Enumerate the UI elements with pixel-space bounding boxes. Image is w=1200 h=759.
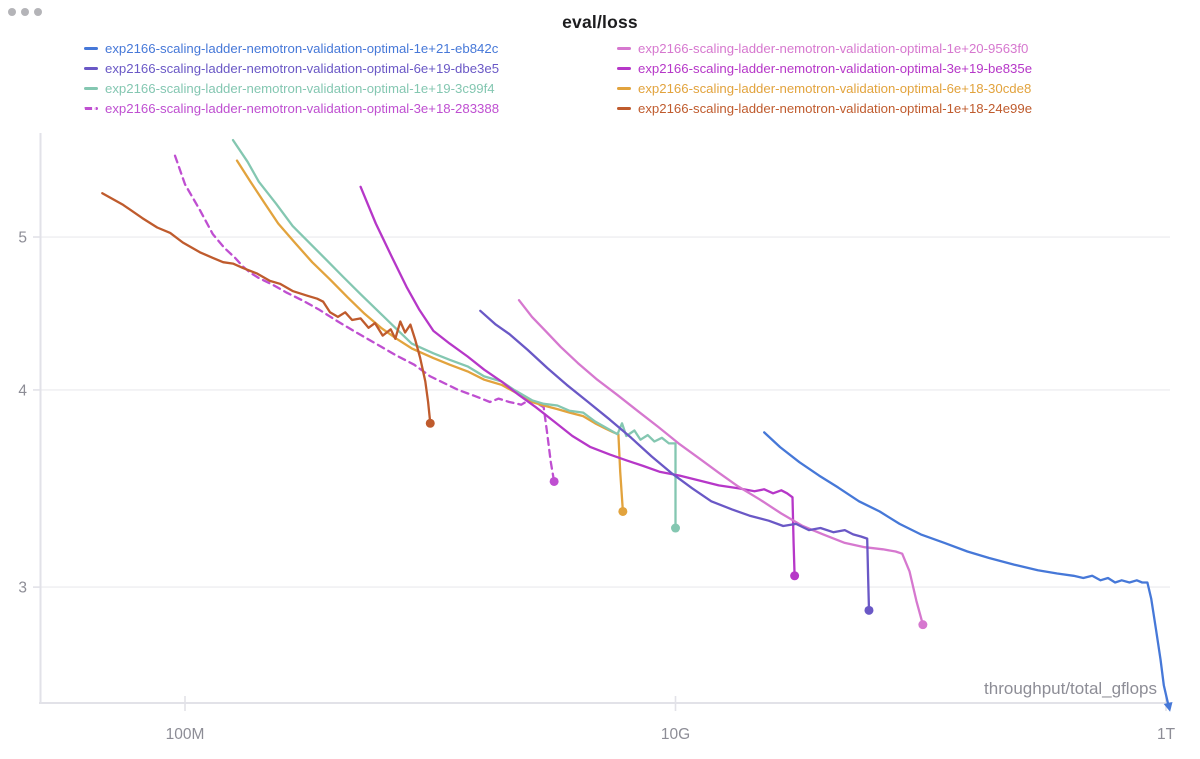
legend-label: exp2166-scaling-ladder-nemotron-validati… bbox=[638, 40, 1029, 56]
legend-column-left: exp2166-scaling-ladder-nemotron-validati… bbox=[84, 38, 499, 118]
x-tick-label: 100M bbox=[166, 726, 205, 743]
legend-item-1e20[interactable]: exp2166-scaling-ladder-nemotron-validati… bbox=[617, 38, 1032, 58]
x-axis-label: throughput/total_gflops bbox=[984, 679, 1157, 698]
series-end-dot-4[interactable] bbox=[671, 523, 680, 533]
legend-swatch-icon bbox=[617, 86, 631, 90]
x-tick-label: 10G bbox=[661, 726, 690, 743]
legend-item-1e18[interactable]: exp2166-scaling-ladder-nemotron-validati… bbox=[617, 98, 1032, 118]
window-dots bbox=[8, 8, 42, 16]
window-dot-3 bbox=[34, 8, 42, 16]
series-line-4[interactable] bbox=[231, 138, 677, 530]
legend-label: exp2166-scaling-ladder-nemotron-validati… bbox=[638, 60, 1033, 76]
x-tick-label: 1T bbox=[1157, 726, 1176, 743]
series-end-dot-1[interactable] bbox=[918, 620, 928, 630]
legend-item-3e19[interactable]: exp2166-scaling-ladder-nemotron-validati… bbox=[617, 58, 1032, 78]
series-group bbox=[101, 138, 1170, 704]
legend-swatch-icon bbox=[84, 46, 98, 50]
series-end-dot-3[interactable] bbox=[790, 571, 800, 581]
series-line-6[interactable] bbox=[173, 154, 556, 483]
legend-item-6e18[interactable]: exp2166-scaling-ladder-nemotron-validati… bbox=[617, 78, 1032, 98]
series-line-5[interactable] bbox=[235, 159, 625, 513]
legend-swatch-icon bbox=[617, 46, 631, 50]
legend-swatch-icon bbox=[617, 106, 631, 110]
legend-swatch-icon bbox=[617, 66, 631, 70]
legend-label: exp2166-scaling-ladder-nemotron-validati… bbox=[105, 100, 500, 116]
y-tick-label: 3 bbox=[18, 580, 27, 597]
legend-swatch-icon bbox=[84, 86, 98, 90]
series-line-3[interactable] bbox=[359, 185, 796, 577]
legend-item-6e19[interactable]: exp2166-scaling-ladder-nemotron-validati… bbox=[84, 58, 499, 78]
legend-label: exp2166-scaling-ladder-nemotron-validati… bbox=[638, 80, 1032, 96]
legend-item-3e18[interactable]: exp2166-scaling-ladder-nemotron-validati… bbox=[84, 98, 499, 118]
series-end-dot-6[interactable] bbox=[549, 476, 559, 486]
legend-label: exp2166-scaling-ladder-nemotron-validati… bbox=[105, 80, 495, 96]
legend-item-1e21[interactable]: exp2166-scaling-ladder-nemotron-validati… bbox=[84, 38, 499, 58]
legend-item-1e19[interactable]: exp2166-scaling-ladder-nemotron-validati… bbox=[84, 78, 499, 98]
series-line-0[interactable] bbox=[763, 431, 1170, 704]
chart-title: eval/loss bbox=[562, 12, 638, 32]
series-end-dot-2[interactable] bbox=[864, 605, 874, 615]
legend-swatch-icon bbox=[84, 106, 98, 110]
y-tick-label: 4 bbox=[18, 382, 27, 399]
series-line-2[interactable] bbox=[479, 309, 871, 612]
window-dot-2 bbox=[21, 8, 29, 16]
window-dot-1 bbox=[8, 8, 16, 16]
series-end-arrow-0[interactable] bbox=[1163, 702, 1175, 713]
legend-column-right: exp2166-scaling-ladder-nemotron-validati… bbox=[617, 38, 1032, 118]
legend-label: exp2166-scaling-ladder-nemotron-validati… bbox=[638, 100, 1033, 116]
legend-label: exp2166-scaling-ladder-nemotron-validati… bbox=[105, 60, 500, 76]
y-tick-label: 5 bbox=[18, 230, 27, 247]
series-end-dot-7[interactable] bbox=[425, 418, 435, 428]
series-end-dot-5[interactable] bbox=[618, 506, 628, 516]
series-line-7[interactable] bbox=[101, 192, 432, 425]
legend-swatch-icon bbox=[84, 66, 98, 70]
legend-label: exp2166-scaling-ladder-nemotron-validati… bbox=[105, 40, 499, 56]
series-line-1[interactable] bbox=[517, 299, 925, 626]
